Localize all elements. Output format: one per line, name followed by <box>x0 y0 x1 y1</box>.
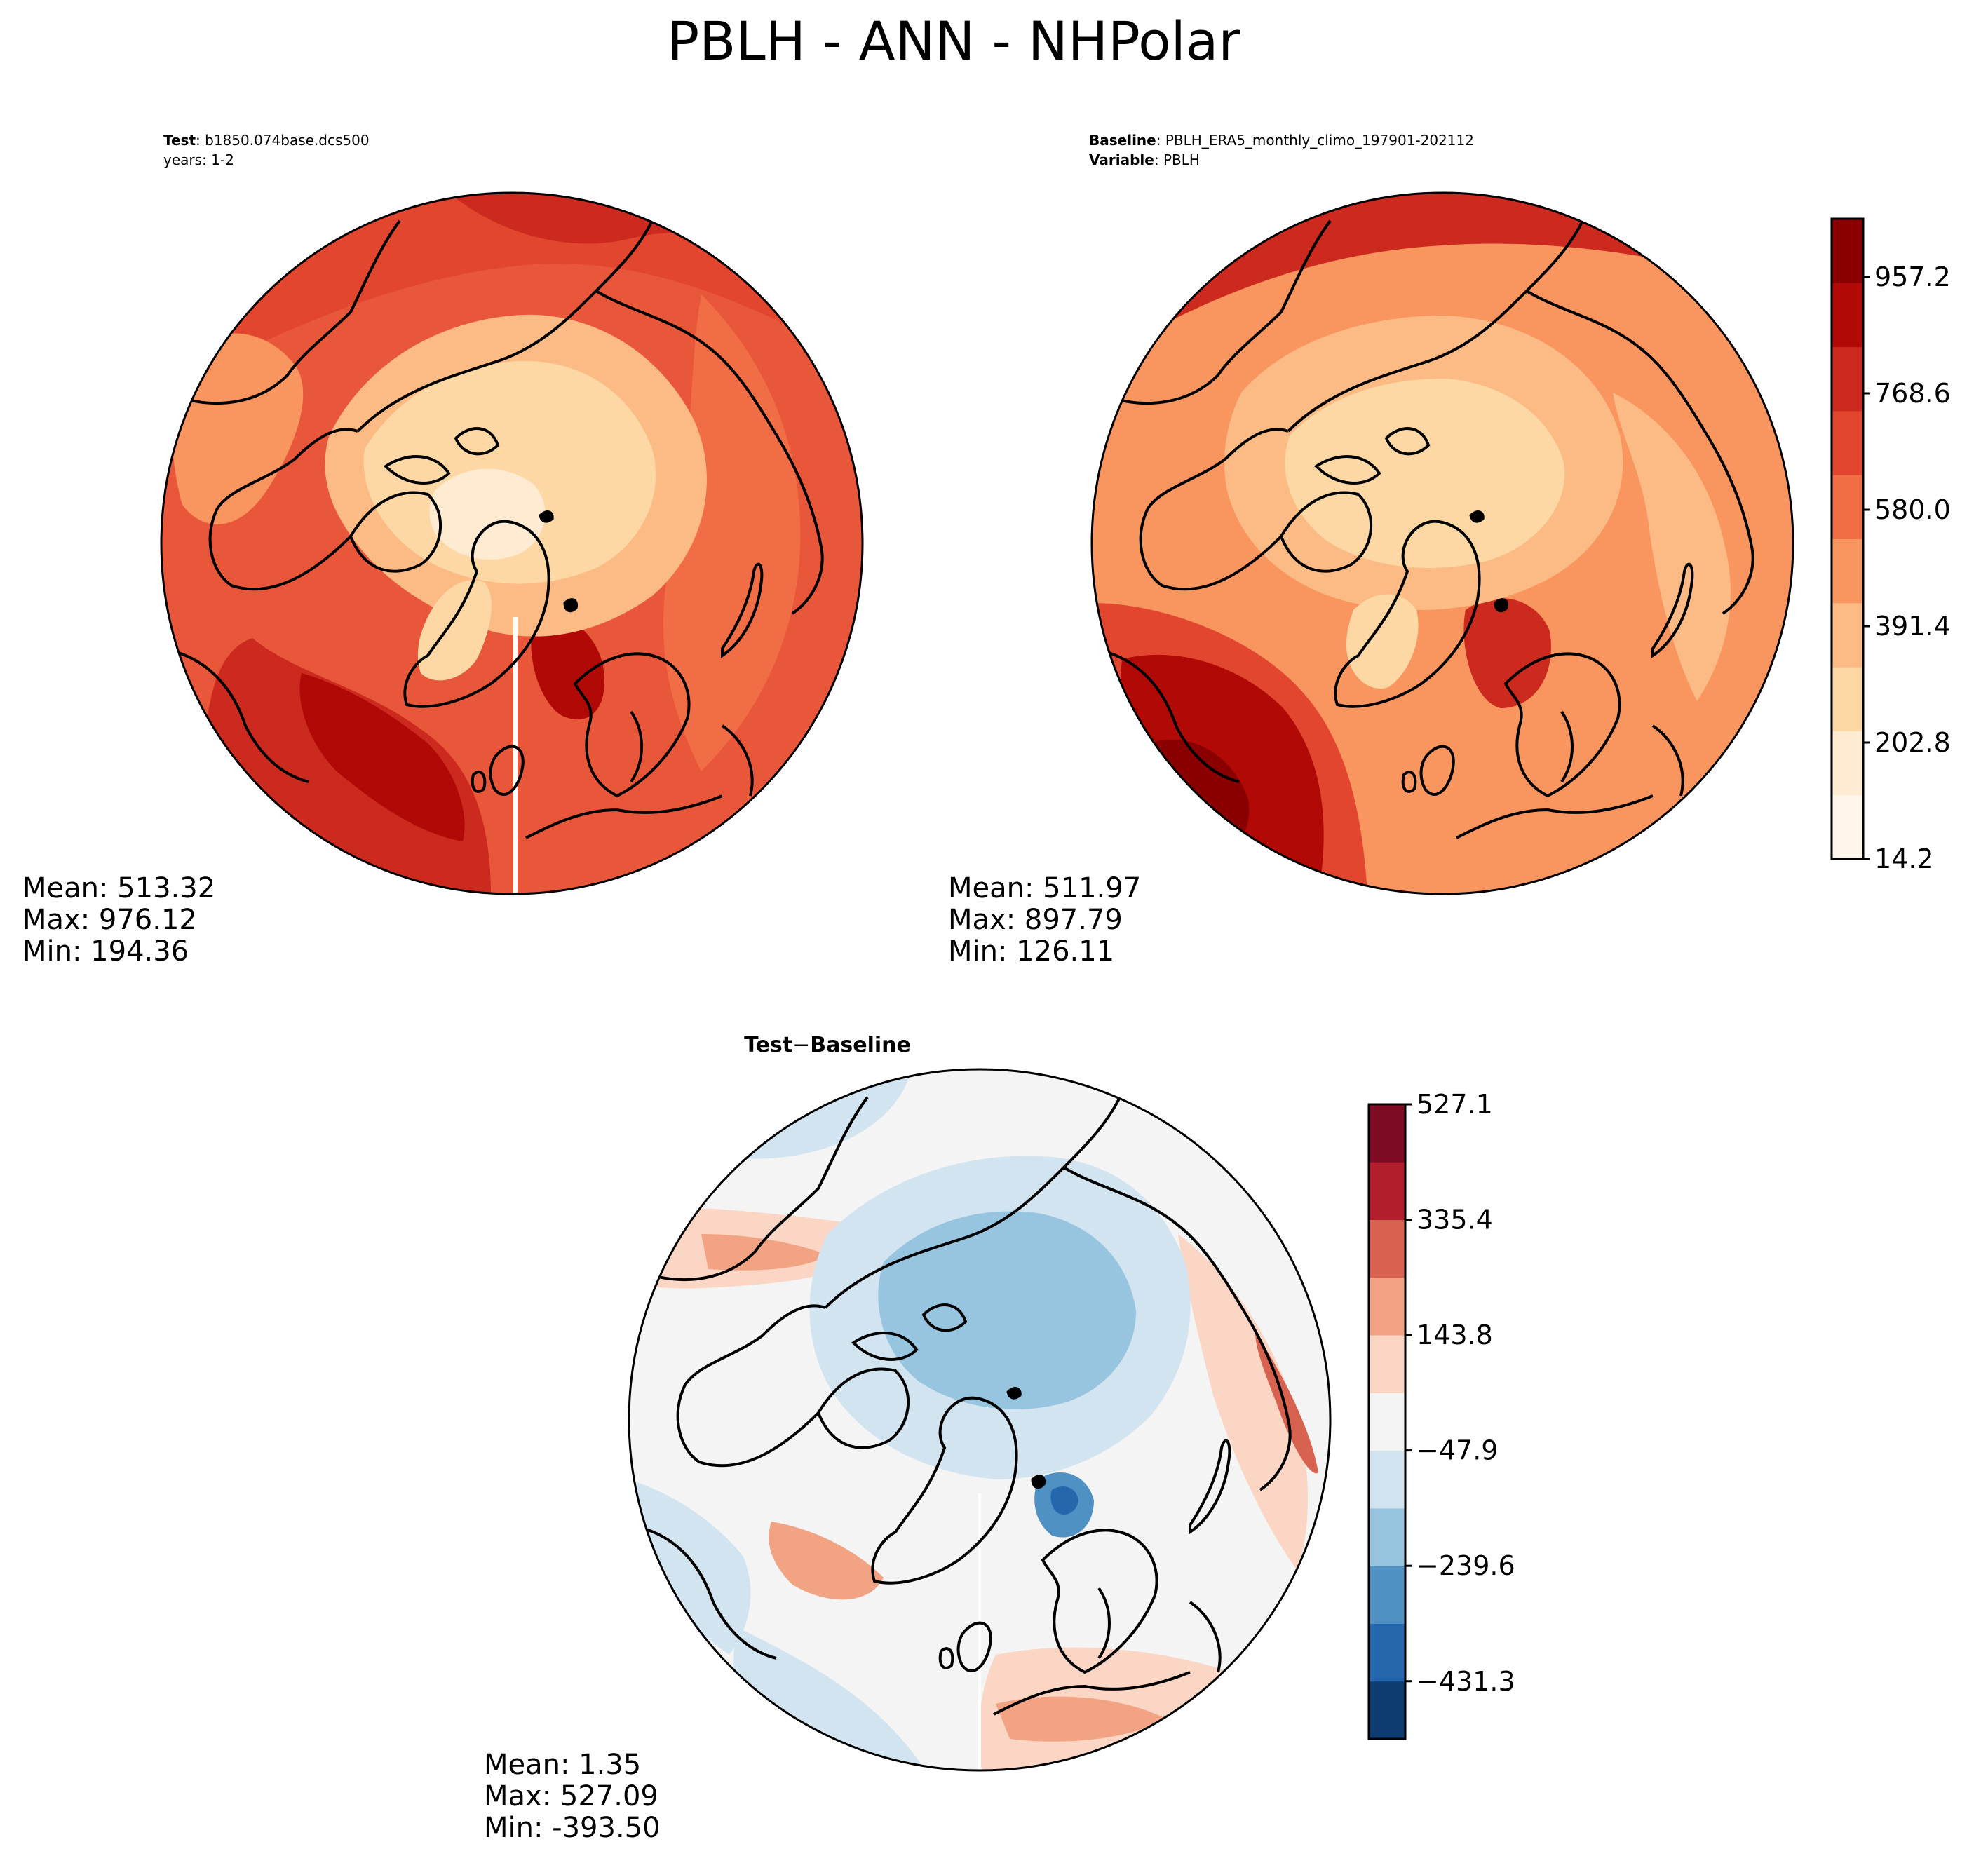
diff-colorbar-tick-label: −47.9 <box>1416 1435 1498 1466</box>
test-max: Max: 976.12 <box>22 904 197 936</box>
baseline-map <box>1092 193 1793 894</box>
baseline-max: Max: 897.79 <box>948 904 1123 936</box>
diff-colorbar-segment <box>1369 1566 1405 1624</box>
main-colorbar-segment <box>1832 219 1863 283</box>
test-mean: Mean: 513.32 <box>22 872 215 904</box>
main-colorbar-segment <box>1832 410 1863 475</box>
diff-colorbar-segment <box>1369 1681 1405 1740</box>
test-years: years: 1-2 <box>163 151 234 168</box>
test-header-label: Test <box>163 132 196 149</box>
baseline-panel: Baseline: PBLH_ERA5_monthly_climo_197901… <box>948 132 1794 968</box>
test-map <box>161 193 863 894</box>
main-colorbar-segment <box>1832 475 1863 539</box>
baseline-variable-label: Variable <box>1089 151 1154 168</box>
main-colorbar-segments <box>1832 219 1863 860</box>
diff-colorbar-tick-label: −239.6 <box>1416 1550 1515 1581</box>
diff-colorbar-tick-label: 527.1 <box>1416 1089 1493 1120</box>
main-colorbar-tick-label: 391.4 <box>1874 611 1951 642</box>
diff-min: Min: -393.50 <box>484 1812 661 1844</box>
diff-colorbar-segment <box>1369 1219 1405 1278</box>
main-colorbar-segment <box>1832 538 1863 604</box>
main-colorbar-segment <box>1832 283 1863 348</box>
diff-colorbar-segment <box>1369 1104 1405 1163</box>
baseline-variable-sep: : <box>1154 151 1163 168</box>
diff-colorbar-segment <box>1369 1393 1405 1451</box>
test-header-value: b1850.074base.dcs500 <box>205 132 369 149</box>
baseline-header-value: PBLH_ERA5_monthly_climo_197901-202112 <box>1165 132 1474 149</box>
baseline-min: Min: 126.11 <box>948 935 1114 968</box>
baseline-mean: Mean: 511.97 <box>948 872 1141 904</box>
diff-mean: Mean: 1.35 <box>484 1749 641 1781</box>
diff-colorbar-segment <box>1369 1450 1405 1509</box>
diff-colorbar-ticks: 527.1 335.4 143.8 −47.9 −239.6 −431.3 <box>1405 1089 1515 1697</box>
diff-colorbar-tick-label: −431.3 <box>1416 1666 1515 1697</box>
diff-colorbar-segment <box>1369 1277 1405 1336</box>
diff-colorbar-segments <box>1369 1104 1405 1740</box>
diff-colorbar-frame <box>1367 1103 1407 1740</box>
main-colorbar-tick-label: 768.6 <box>1874 378 1951 409</box>
test-min: Min: 194.36 <box>22 935 189 968</box>
main-colorbar-tick-label: 14.2 <box>1874 843 1934 874</box>
test-header-sep: : <box>196 132 205 149</box>
baseline-variable-value: PBLH <box>1163 151 1200 168</box>
diff-colorbar: 527.1 335.4 143.8 −47.9 −239.6 −431.3 <box>1367 1089 1515 1740</box>
diff-title: Test−Baseline <box>744 1033 911 1057</box>
baseline-variable: Variable: PBLH <box>1089 151 1200 168</box>
diff-colorbar-segment <box>1369 1335 1405 1393</box>
baseline-header: Baseline: PBLH_ERA5_monthly_climo_197901… <box>1089 132 1474 149</box>
diff-colorbar-segment <box>1369 1162 1405 1221</box>
main-colorbar-tick-label: 580.0 <box>1874 494 1951 525</box>
test-panel: Test: b1850.074base.dcs500 years: 1-2 <box>22 132 864 968</box>
main-colorbar-tick-label: 957.2 <box>1874 262 1951 292</box>
baseline-header-sep: : <box>1156 132 1165 149</box>
main-colorbar-segment <box>1832 602 1863 668</box>
diff-colorbar-segment <box>1369 1623 1405 1682</box>
diff-colorbar-tick-label: 143.8 <box>1416 1320 1493 1350</box>
diff-colorbar-segment <box>1369 1507 1405 1566</box>
diff-colorbar-tick-label: 335.4 <box>1416 1205 1493 1235</box>
main-colorbar-segment <box>1832 731 1863 796</box>
main-colorbar-segment <box>1832 667 1863 731</box>
main-colorbar-ticks: 14.2 202.8 391.4 580.0 768.6 957.2 <box>1863 262 1951 874</box>
diff-map <box>629 1069 1330 1770</box>
diff-max: Max: 527.09 <box>484 1780 658 1813</box>
figure-title: PBLH - ANN - NHPolar <box>667 10 1240 72</box>
diff-title-right: Baseline <box>810 1033 911 1057</box>
baseline-header-label: Baseline <box>1089 132 1156 149</box>
main-colorbar-segment <box>1832 794 1863 860</box>
main-colorbar-tick-label: 202.8 <box>1874 727 1951 758</box>
main-colorbar-segment <box>1832 346 1863 412</box>
diff-panel: Test−Baseline Mean: 1.35 Max: 527.09 Mi <box>484 1033 1332 1844</box>
diff-title-left: Test <box>744 1033 792 1057</box>
main-colorbar: 14.2 202.8 391.4 580.0 768.6 957.2 <box>1830 217 1951 874</box>
test-header: Test: b1850.074base.dcs500 <box>163 132 370 149</box>
diff-title-op: − <box>792 1033 810 1057</box>
main-colorbar-frame <box>1830 217 1865 860</box>
